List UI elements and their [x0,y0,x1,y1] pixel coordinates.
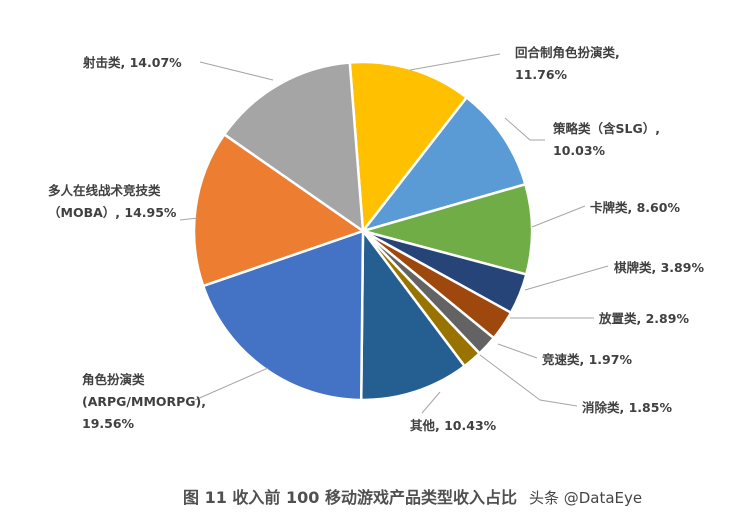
pie-slice-10 [222,61,365,234]
pie-slice-7 [359,227,467,402]
leader-line-10 [199,61,274,81]
data-label-0: 回合制角色扮演类, [515,45,620,60]
leader-line-5 [497,343,538,359]
chart-title: 图 11 收入前 100 移动游戏产品类型收入占比 [183,488,517,507]
leader-line-0 [409,53,501,71]
pie-slice-1 [359,95,527,234]
data-label-5: 竞速类, 1.97% [542,352,632,367]
pie-chart: 回合制角色扮演类, 11.76% 策略类（含SLG）, 10.03% 卡牌类, 8.60… [48,45,704,433]
data-label-1: 策略类（含SLG）, [553,121,660,136]
data-label-9: （MOBA）, 14.95% [48,205,177,220]
watermark: 头条 @DataEye [528,489,643,507]
leader-line-3 [524,265,609,291]
data-label-6: 消除类, 1.85% [582,400,672,415]
pie-slice-9 [192,132,366,288]
data-label-10: 射击类, 14.07% [82,55,182,70]
data-label-8: (ARPG/MMORPG), [82,394,206,409]
data-label-1: 10.03% [553,143,606,158]
data-label-2: 卡牌类, 8.60% [590,200,680,215]
leader-line-8 [194,367,269,401]
pie-slice-2 [358,182,534,276]
data-label-7: 其他, 10.43% [410,418,497,433]
leader-line-2 [531,205,586,228]
leader-line-1 [504,117,545,141]
data-label-8: 角色扮演类 [82,372,145,387]
data-label-4: 放置类, 2.89% [598,311,689,326]
data-label-8: 19.56% [82,416,135,431]
data-label-9: 多人在线战术竞技类 [48,183,161,198]
data-label-0: 11.76% [515,67,568,82]
leader-line-9 [179,217,199,221]
chart-caption: 图 11 收入前 100 移动游戏产品类型收入占比 头条 @DataEye [183,484,642,508]
pie-slice-0 [348,60,469,235]
leader-line-6 [479,354,578,407]
leader-line-7 [421,391,441,414]
data-label-3: 棋牌类, 3.89% [613,260,704,275]
